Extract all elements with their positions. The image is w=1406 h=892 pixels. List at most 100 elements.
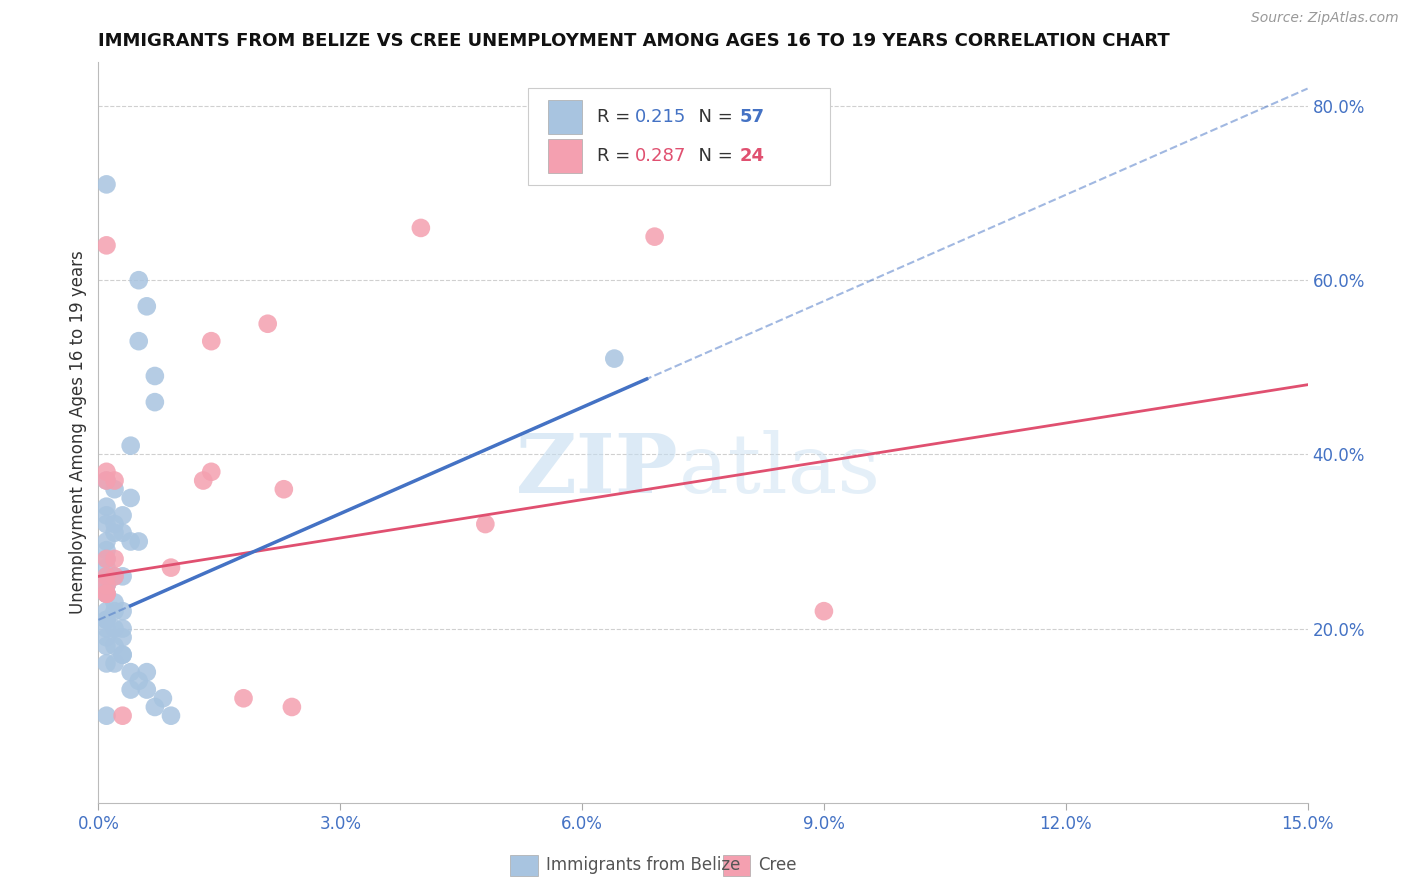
Point [96,474,118,488]
Point [200,465,222,479]
Text: 0.287: 0.287 [636,147,686,165]
Point [96,613,118,627]
Point [128,673,150,688]
Text: N =: N = [688,147,738,165]
Point [96,657,118,671]
Point [96,508,118,523]
Point [103,639,125,653]
Text: 0.215: 0.215 [636,108,686,126]
Point [96,587,118,601]
Point [96,474,118,488]
Point [111,569,134,583]
Point [160,560,183,574]
Point [103,474,125,488]
Text: 57: 57 [740,108,765,126]
Point [135,299,157,313]
Point [96,578,118,592]
Point [103,622,125,636]
Point [96,569,118,583]
Point [111,648,134,662]
Text: R =: R = [596,108,636,126]
Point [281,700,304,714]
Point [603,351,626,366]
Point [96,578,118,592]
Point [103,569,125,583]
Point [813,604,835,618]
Bar [723,855,751,876]
Point [111,630,134,644]
Point [111,525,134,540]
Point [96,500,118,514]
Point [232,691,254,706]
FancyBboxPatch shape [527,88,830,185]
Point [128,534,150,549]
Point [103,552,125,566]
Text: Cree: Cree [758,856,797,874]
Point [96,534,118,549]
Bar [548,100,582,134]
Bar [548,139,582,173]
Point [200,334,222,348]
Text: ZIP: ZIP [516,430,679,509]
Point [103,482,125,496]
Point [273,482,295,496]
Point [256,317,278,331]
Point [96,543,118,558]
Point [111,622,134,636]
Point [120,439,142,453]
Text: atlas: atlas [679,430,882,509]
Point [103,517,125,532]
Point [96,238,118,252]
Point [96,587,118,601]
Point [96,178,118,192]
Point [96,639,118,653]
Point [120,491,142,505]
Point [111,648,134,662]
Point [143,700,166,714]
Point [193,474,215,488]
Point [474,517,496,532]
Point [96,604,118,618]
Point [120,534,142,549]
Point [111,508,134,523]
Text: N =: N = [688,108,738,126]
Point [409,221,432,235]
Point [96,569,118,583]
Point [103,604,125,618]
Bar [510,855,537,876]
Point [135,665,157,680]
Point [96,552,118,566]
Point [135,682,157,697]
Point [128,334,150,348]
Point [96,708,118,723]
Point [120,682,142,697]
Point [96,517,118,532]
Point [96,578,118,592]
Text: IMMIGRANTS FROM BELIZE VS CREE UNEMPLOYMENT AMONG AGES 16 TO 19 YEARS CORRELATIO: IMMIGRANTS FROM BELIZE VS CREE UNEMPLOYM… [98,32,1170,50]
Y-axis label: Unemployment Among Ages 16 to 19 years: Unemployment Among Ages 16 to 19 years [69,251,87,615]
Text: 24: 24 [740,147,765,165]
Point [128,273,150,287]
Text: R =: R = [596,147,636,165]
Point [96,622,118,636]
Text: Immigrants from Belize: Immigrants from Belize [546,856,740,874]
Point [160,708,183,723]
Text: Source: ZipAtlas.com: Source: ZipAtlas.com [1251,12,1399,25]
Point [96,587,118,601]
Point [103,657,125,671]
Point [111,708,134,723]
Point [96,587,118,601]
Point [111,604,134,618]
Point [96,560,118,574]
Point [96,552,118,566]
Point [96,630,118,644]
Point [143,369,166,384]
Point [152,691,174,706]
Point [103,595,125,609]
Point [143,395,166,409]
Point [96,465,118,479]
Point [103,525,125,540]
Point [96,613,118,627]
Point [644,229,666,244]
Point [103,569,125,583]
